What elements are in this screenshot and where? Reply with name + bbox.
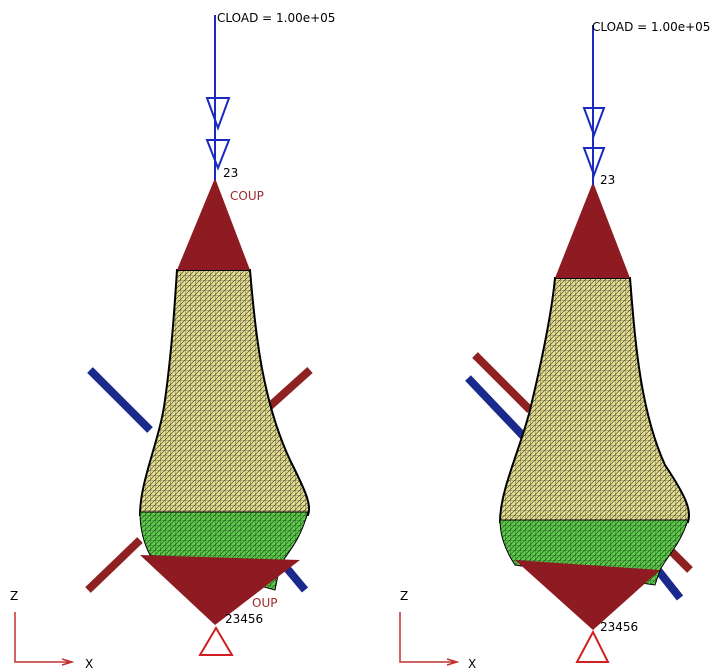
node-label: 23456	[225, 612, 263, 626]
beam	[468, 378, 525, 438]
mesh-body	[500, 278, 689, 522]
axis-label: Z	[400, 589, 408, 603]
axis-triad	[15, 612, 72, 665]
page: CLOAD = 1.00e+05 23 COUP OUP 23456 Z X C…	[0, 0, 721, 672]
beam	[475, 355, 530, 410]
load-label: CLOAD = 1.00e+05	[592, 20, 710, 34]
top-cone	[555, 182, 630, 278]
right-model: CLOAD = 1.00e+05 23 23456 Z X	[400, 20, 710, 671]
tag-label: COUP	[230, 189, 264, 203]
node-label: 23456	[600, 620, 638, 634]
axis-label: X	[468, 657, 476, 671]
bottom-cone	[140, 555, 300, 625]
left-model: CLOAD = 1.00e+05 23 COUP OUP 23456 Z X	[10, 11, 335, 671]
axis-label: Z	[10, 589, 18, 603]
support	[200, 628, 232, 655]
axis-triad	[400, 612, 457, 665]
support	[577, 632, 608, 662]
beam	[90, 370, 150, 430]
viewport: CLOAD = 1.00e+05 23 COUP OUP 23456 Z X C…	[0, 0, 721, 672]
tag-label: OUP	[252, 596, 277, 610]
node-label: 23	[223, 166, 238, 180]
load-arrowhead	[207, 98, 229, 168]
load-label: CLOAD = 1.00e+05	[217, 11, 335, 25]
axis-label: X	[85, 657, 93, 671]
beam	[88, 540, 140, 590]
bottom-cone	[515, 560, 660, 630]
node-label: 23	[600, 173, 615, 187]
